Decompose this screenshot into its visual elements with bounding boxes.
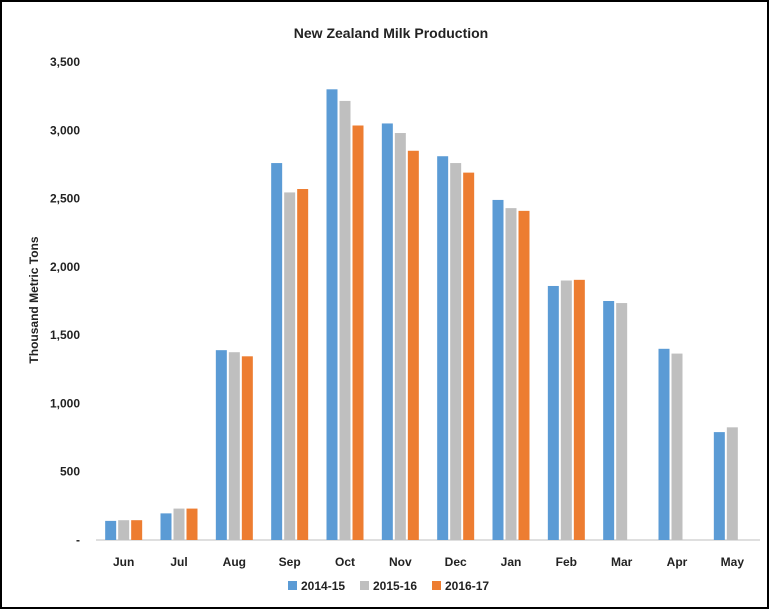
bar-jan-2015-16 bbox=[505, 208, 517, 541]
bar-feb-2014-15 bbox=[547, 285, 559, 540]
bar-nov-2016-17 bbox=[407, 150, 419, 540]
bar-may-2015-16 bbox=[726, 427, 738, 540]
legend-swatch bbox=[288, 581, 297, 590]
legend-swatch bbox=[432, 581, 441, 590]
legend-swatch bbox=[360, 581, 369, 590]
bar-apr-2014-15 bbox=[658, 348, 670, 540]
x-tick-label: May bbox=[721, 555, 745, 569]
y-tick-label: 2,500 bbox=[50, 192, 80, 206]
bar-jun-2015-16 bbox=[118, 520, 130, 540]
x-tick-label: Jul bbox=[170, 555, 187, 569]
bar-sep-2015-16 bbox=[284, 192, 296, 540]
x-tick-label: Apr bbox=[667, 555, 688, 569]
y-tick-label: 500 bbox=[60, 465, 80, 479]
bar-jan-2014-15 bbox=[492, 199, 504, 541]
y-tick-labels: - 500 1,000 1,500 2,000 2,500 3,000 3,500 bbox=[50, 55, 80, 547]
y-tick-label: 1,500 bbox=[50, 328, 80, 342]
x-tick-label: Aug bbox=[223, 555, 246, 569]
y-tick-label: 2,000 bbox=[50, 260, 80, 274]
legend-label: 2014-15 bbox=[301, 579, 345, 593]
x-tick-label: Jun bbox=[113, 555, 134, 569]
bar-mar-2014-15 bbox=[603, 301, 615, 540]
legend-label: 2016-17 bbox=[445, 579, 489, 593]
bar-dec-2015-16 bbox=[450, 163, 462, 540]
bar-jul-2014-15 bbox=[160, 513, 172, 540]
bar-mar-2015-16 bbox=[616, 303, 628, 540]
legend-label: 2015-16 bbox=[373, 579, 417, 593]
bar-oct-2014-15 bbox=[326, 89, 338, 541]
bar-dec-2014-15 bbox=[437, 156, 449, 540]
x-tick-label: Jan bbox=[501, 555, 522, 569]
x-tick-label: Dec bbox=[445, 555, 467, 569]
bar-jul-2016-17 bbox=[186, 508, 198, 540]
bars bbox=[105, 89, 738, 541]
bar-feb-2015-16 bbox=[560, 280, 572, 540]
x-tick-labels: Jun Jul Aug Sep Oct Nov Dec Jan Feb Mar Apr May bbox=[113, 555, 744, 569]
bar-sep-2016-17 bbox=[297, 189, 309, 541]
y-tick-label: - bbox=[76, 533, 80, 547]
bar-jul-2015-16 bbox=[173, 508, 185, 540]
bar-aug-2014-15 bbox=[215, 350, 227, 540]
bar-jun-2014-15 bbox=[105, 520, 117, 540]
y-axis-label: Thousand Metric Tons bbox=[27, 236, 41, 363]
y-tick-label: 1,000 bbox=[50, 396, 80, 410]
chart-title: New Zealand Milk Production bbox=[294, 25, 488, 41]
x-tick-label: Feb bbox=[556, 555, 577, 569]
bar-oct-2015-16 bbox=[339, 100, 351, 541]
legend: 2014-15 2015-16 2016-17 bbox=[288, 579, 489, 593]
bar-jun-2016-17 bbox=[131, 520, 143, 540]
bar-aug-2015-16 bbox=[228, 352, 240, 540]
bar-apr-2015-16 bbox=[671, 353, 683, 540]
x-tick-label: Mar bbox=[611, 555, 633, 569]
x-tick-label: Nov bbox=[389, 555, 412, 569]
bar-aug-2016-17 bbox=[241, 356, 253, 540]
bar-oct-2016-17 bbox=[352, 125, 364, 541]
bar-jan-2016-17 bbox=[518, 210, 530, 540]
bar-may-2014-15 bbox=[713, 432, 725, 540]
y-tick-label: 3,000 bbox=[50, 123, 80, 137]
x-tick-label: Sep bbox=[279, 555, 301, 569]
bar-sep-2014-15 bbox=[271, 163, 283, 540]
bar-nov-2015-16 bbox=[394, 133, 406, 540]
y-tick-label: 3,500 bbox=[50, 55, 80, 69]
bar-feb-2016-17 bbox=[573, 279, 585, 540]
bar-dec-2016-17 bbox=[463, 172, 475, 540]
x-tick-label: Oct bbox=[335, 555, 355, 569]
bar-nov-2014-15 bbox=[381, 123, 393, 540]
